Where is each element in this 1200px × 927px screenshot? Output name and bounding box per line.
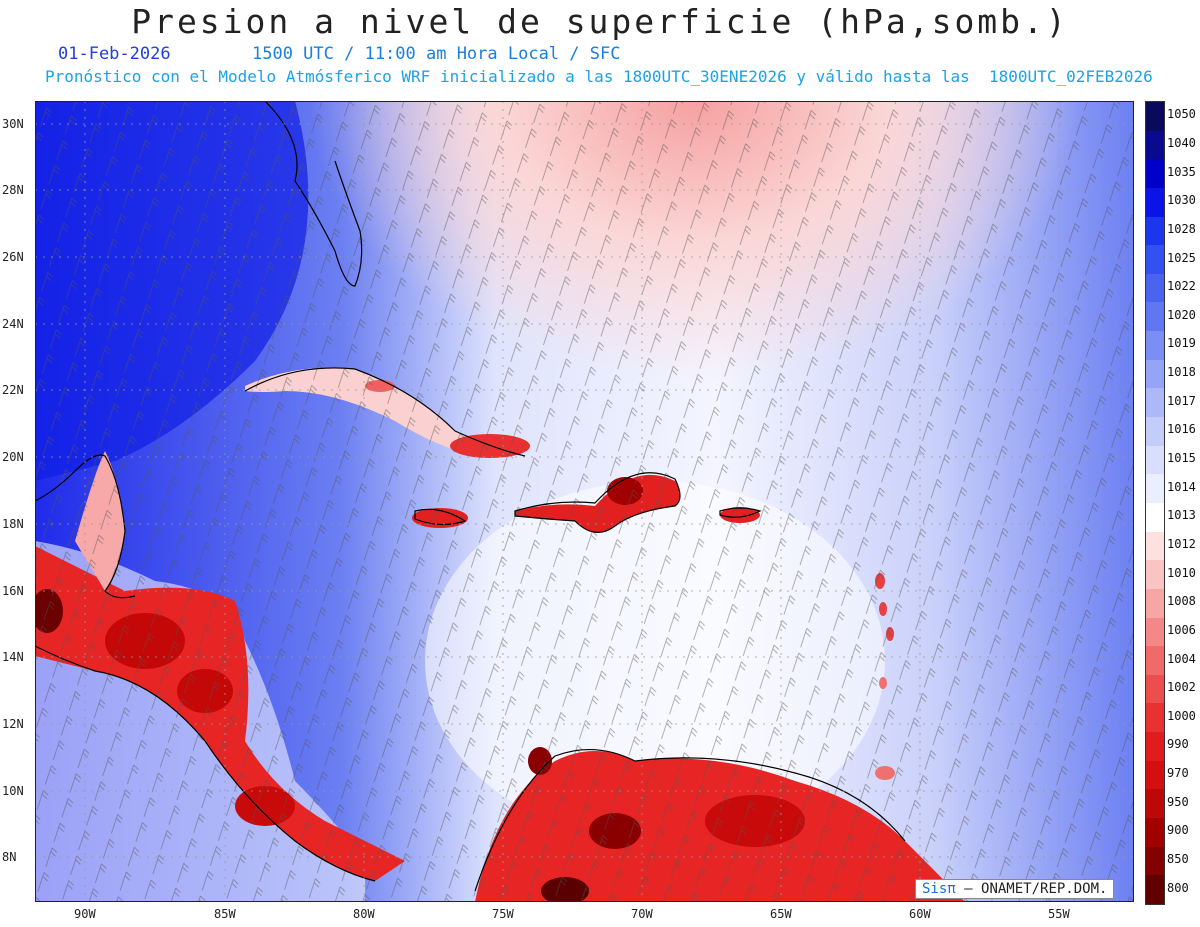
colorbar-swatch: [1146, 674, 1164, 704]
colorbar-level-label: 1025: [1167, 250, 1196, 265]
colorbar-level-label: 1019: [1167, 336, 1196, 351]
lat-label-18n: 18N: [2, 517, 24, 531]
map-title: Presion a nivel de superficie (hPa,somb.…: [131, 2, 1069, 41]
colorbar-swatch: [1146, 703, 1164, 733]
colorbar-level-label: 1012: [1167, 536, 1196, 551]
colorbar-level-label: 950: [1167, 794, 1189, 809]
lon-label-55w: 55W: [1048, 907, 1070, 921]
colorbar-level-label: 1018: [1167, 365, 1196, 380]
colorbar-swatch: [1146, 531, 1164, 561]
colorbar-level-label: 1030: [1167, 193, 1196, 208]
colorbar-swatch: [1146, 216, 1164, 246]
colorbar-swatch: [1146, 417, 1164, 446]
colorbar-level-label: 1006: [1167, 622, 1196, 637]
lat-label-24n: 24N: [2, 317, 24, 331]
colorbar-level-label: 1040: [1167, 135, 1196, 150]
lon-label-75w: 75W: [492, 907, 514, 921]
colorbar-swatch: [1146, 588, 1164, 618]
colorbar-level-label: 1000: [1167, 708, 1196, 723]
colorbar-swatch: [1146, 130, 1164, 160]
lat-label-22n: 22N: [2, 383, 24, 397]
colorbar-swatch: [1146, 560, 1164, 589]
credit-text: – ONAMET/REP.DOM.: [964, 881, 1108, 897]
colorbar-level-label: 1017: [1167, 393, 1196, 408]
pressure-map: [31, 100, 1134, 905]
lat-label-14n: 14N: [2, 650, 24, 664]
colorbar-level-label: 1050: [1167, 107, 1196, 122]
colorbar-swatch: [1146, 445, 1164, 475]
lat-label-12n: 12N: [2, 717, 24, 731]
colorbar-swatch: [1146, 732, 1164, 761]
colorbar-level-label: 1013: [1167, 508, 1196, 523]
colorbar-level-label: 1010: [1167, 565, 1196, 580]
colorbar-swatch: [1146, 245, 1164, 274]
colorbar-level-label: 1008: [1167, 594, 1196, 609]
forecast-date: 01-Feb-2026: [58, 44, 171, 64]
lat-label-28n: 28N: [2, 183, 24, 197]
colorbar-swatch: [1146, 187, 1164, 217]
model-info: Pronóstico con el Modelo Atmósferico WRF…: [45, 67, 1153, 86]
colorbar-level-label: 1002: [1167, 680, 1196, 695]
colorbar-swatch: [1146, 331, 1164, 360]
forecast-time: 1500 UTC / 11:00 am Hora Local / SFC: [252, 44, 621, 64]
lat-label-26n: 26N: [2, 250, 24, 264]
colorbar-swatch: [1146, 102, 1164, 131]
colorbar-swatch: [1146, 388, 1164, 418]
lon-label-60w: 60W: [909, 907, 931, 921]
colorbar-swatch: [1146, 789, 1164, 819]
lon-label-65w: 65W: [770, 907, 792, 921]
lon-label-90w: 90W: [74, 907, 96, 921]
credit-box: Sisπ – ONAMET/REP.DOM.: [915, 879, 1115, 899]
lon-label-80w: 80W: [353, 907, 375, 921]
colorbar-swatch: [1146, 760, 1164, 790]
colorbar-swatch: [1146, 474, 1164, 503]
credit-brand: Sisπ: [922, 881, 956, 897]
colorbar-level-label: 970: [1167, 766, 1189, 781]
pressure-colorbar: [1145, 101, 1165, 905]
colorbar-swatch: [1146, 302, 1164, 332]
colorbar-swatch: [1146, 159, 1164, 188]
colorbar-level-label: 1014: [1167, 479, 1196, 494]
lat-label-10n: 10N: [2, 784, 24, 798]
colorbar-swatch: [1146, 646, 1164, 675]
colorbar-level-label: 1035: [1167, 164, 1196, 179]
colorbar-level-label: 1004: [1167, 651, 1196, 666]
colorbar-level-label: 800: [1167, 880, 1189, 895]
colorbar-level-label: 1020: [1167, 307, 1196, 322]
colorbar-level-label: 1028: [1167, 221, 1196, 236]
colorbar-swatch: [1146, 273, 1164, 303]
lat-label-20n: 20N: [2, 450, 24, 464]
lon-label-85w: 85W: [214, 907, 236, 921]
lat-label-8n: 8N: [2, 850, 17, 864]
colorbar-swatch: [1146, 502, 1164, 532]
colorbar-level-label: 1015: [1167, 451, 1196, 466]
colorbar-level-label: 850: [1167, 852, 1189, 867]
lat-label-30n: 30N: [2, 117, 24, 131]
colorbar-swatch: [1146, 846, 1164, 876]
lat-label-16n: 16N: [2, 584, 24, 598]
colorbar-swatch: [1146, 359, 1164, 389]
colorbar-swatch: [1146, 875, 1164, 904]
colorbar-swatch: [1146, 818, 1164, 847]
lon-label-70w: 70W: [631, 907, 653, 921]
colorbar-level-label: 1022: [1167, 279, 1196, 294]
colorbar-swatch: [1146, 617, 1164, 647]
colorbar-level-label: 900: [1167, 823, 1189, 838]
colorbar-level-label: 1016: [1167, 422, 1196, 437]
colorbar-level-label: 990: [1167, 737, 1189, 752]
